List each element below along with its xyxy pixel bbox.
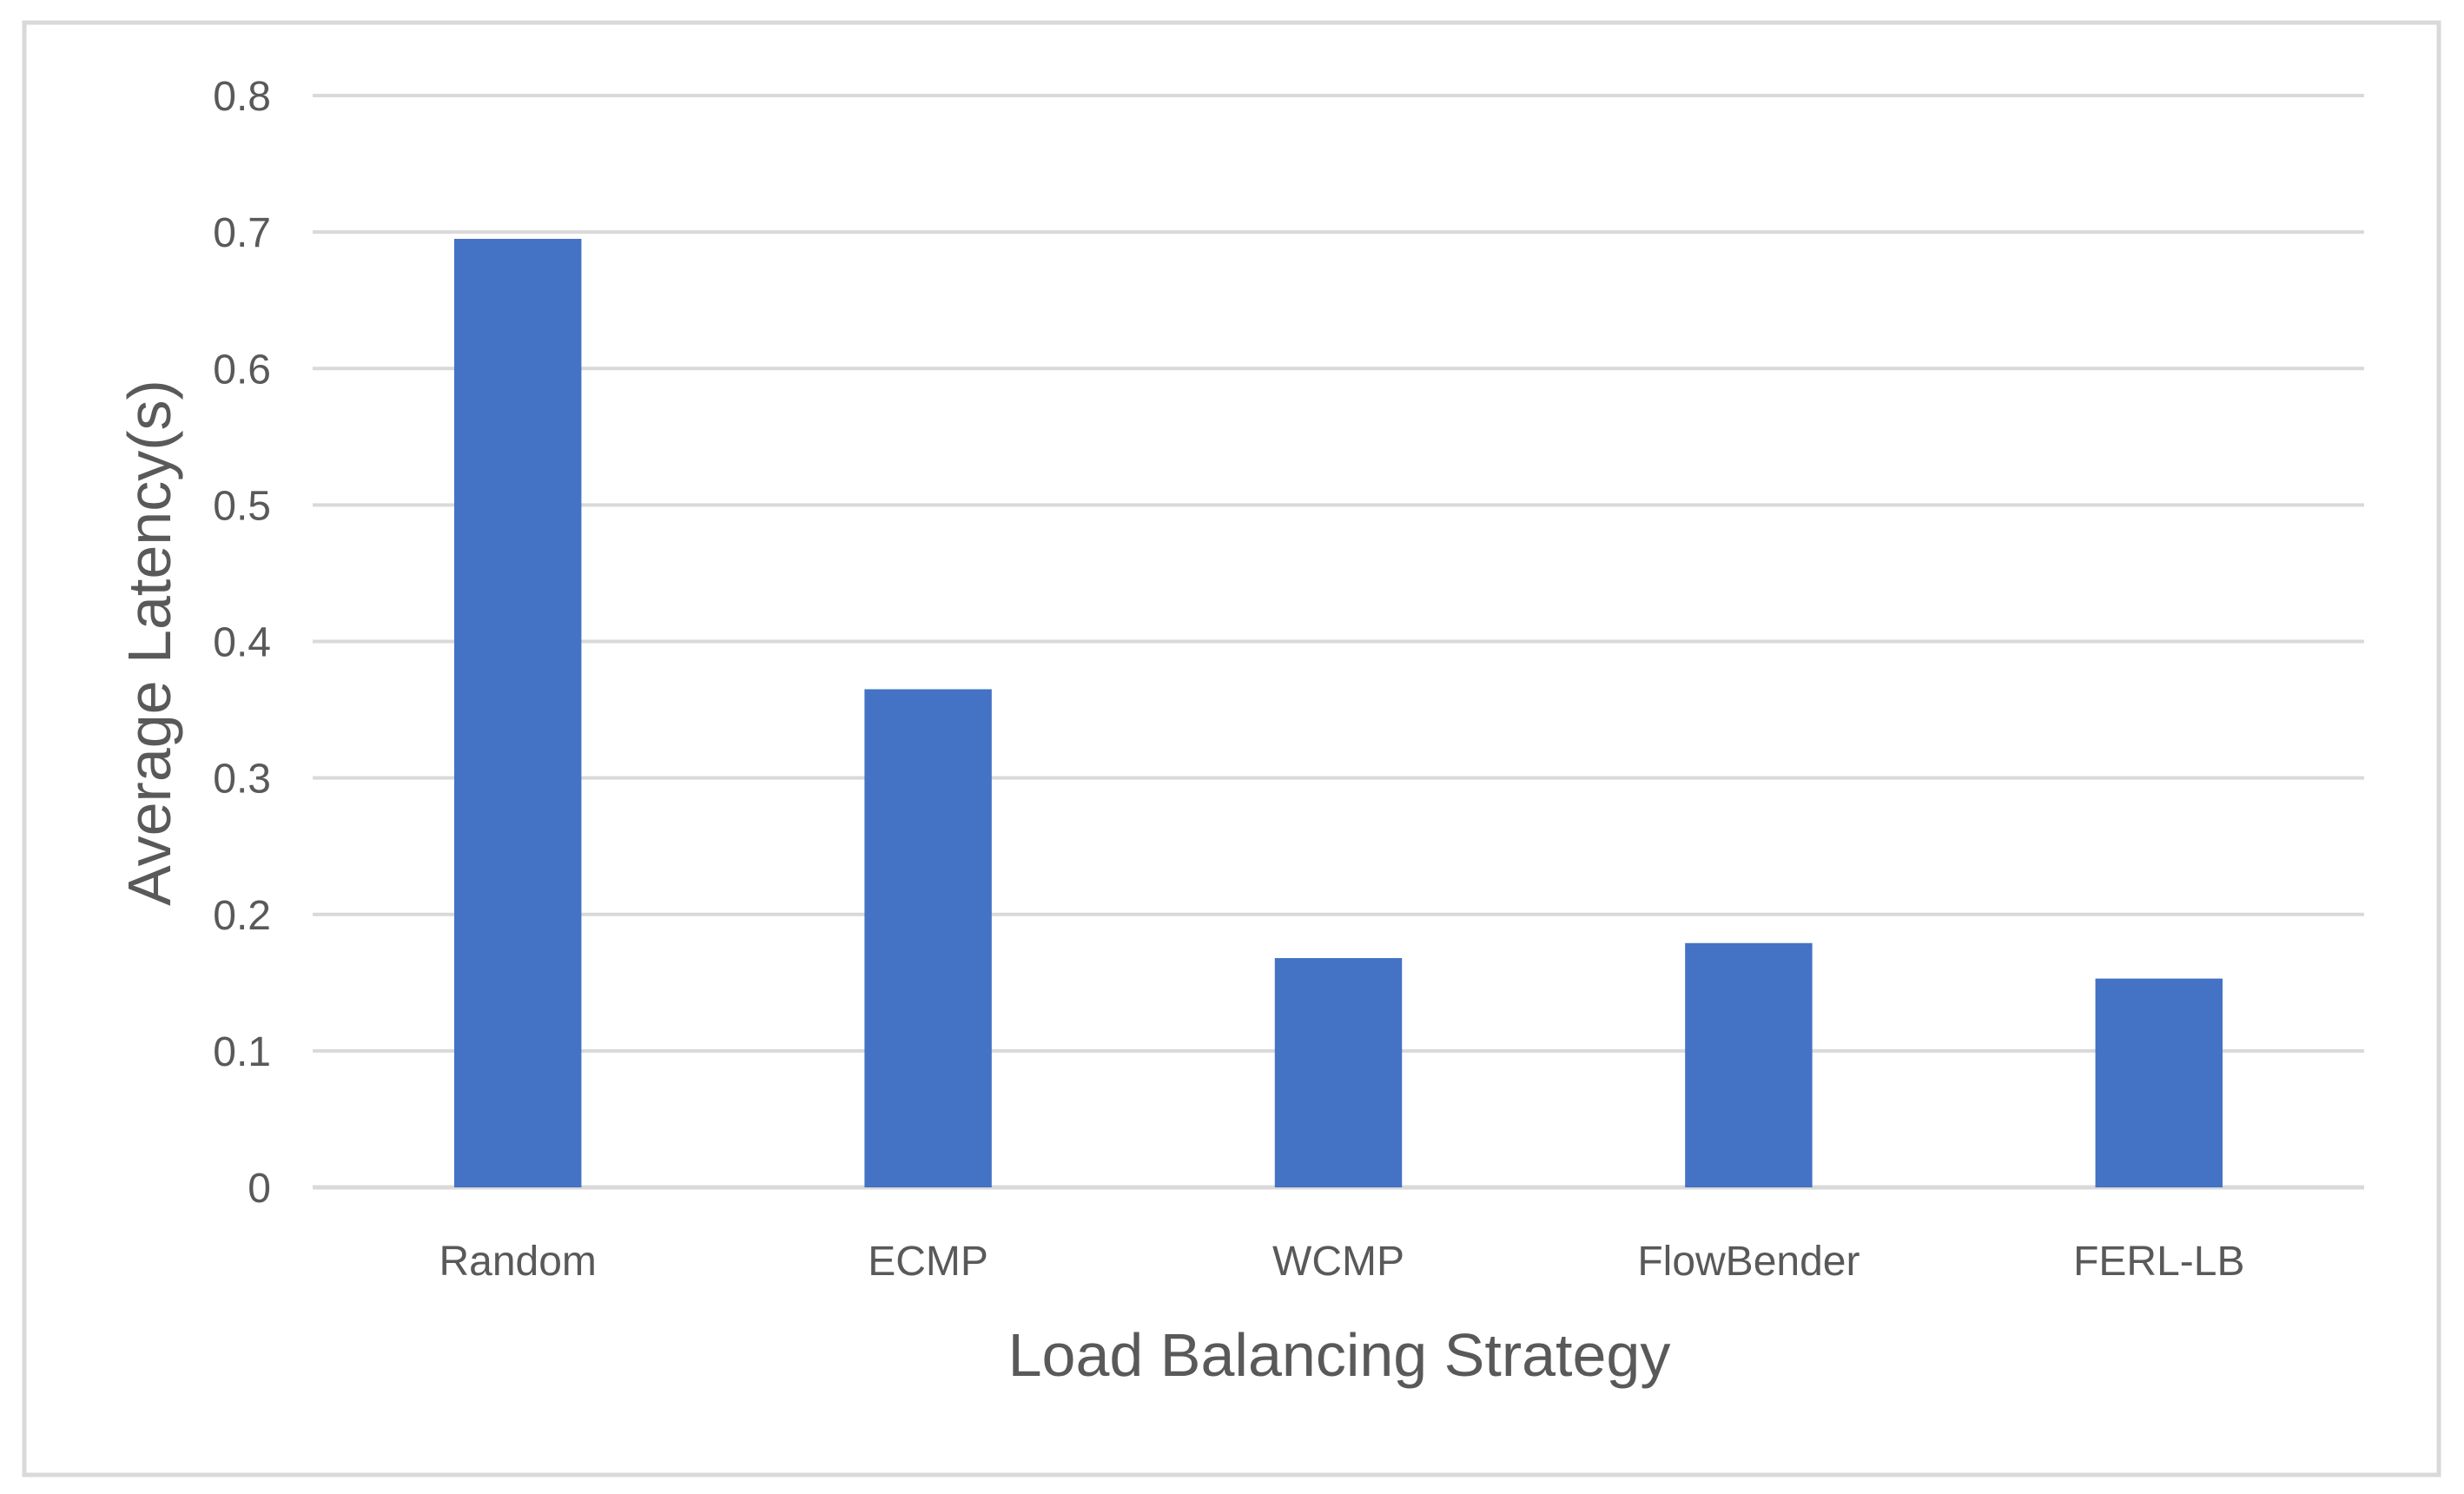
chart-border: [22, 20, 2441, 1477]
bar-ecmp: [864, 689, 992, 1187]
y-tick-label: 0.7: [213, 210, 271, 256]
bar-wcmp: [1274, 958, 1403, 1187]
x-tick-label: FlowBender: [1637, 1239, 1860, 1285]
y-tick-label: 0.2: [213, 893, 271, 939]
x-tick-label: WCMP: [1272, 1239, 1404, 1285]
y-axis-title: Average Latency(s): [116, 380, 183, 906]
gridlines: [313, 94, 2364, 1190]
y-tick-label: 0.3: [213, 757, 271, 803]
y-tick-label: 0.8: [213, 74, 271, 120]
y-tick-label: 0.4: [213, 620, 271, 666]
y-tick-label: 0: [248, 1166, 271, 1212]
x-tick-label: ECMP: [868, 1239, 988, 1285]
x-tick-label: FERL-LB: [2073, 1239, 2244, 1285]
bars: [453, 238, 2223, 1188]
bar-ferl-lb: [2095, 978, 2223, 1187]
y-tick-label: 0.6: [213, 347, 271, 393]
x-tick-labels: Random ECMP WCMP FlowBender FERL-LB: [439, 1239, 2244, 1285]
x-axis-title: Load Balancing Strategy: [1008, 1321, 1671, 1389]
y-tick-label: 0.5: [213, 483, 271, 529]
bar-flowbender: [1685, 942, 1813, 1187]
bar-random: [453, 238, 582, 1188]
x-tick-label: Random: [439, 1239, 596, 1285]
y-tick-labels: 0 0.1 0.2 0.3 0.4 0.5 0.6 0.7 0.8: [213, 74, 271, 1212]
y-tick-label: 0.1: [213, 1029, 271, 1075]
